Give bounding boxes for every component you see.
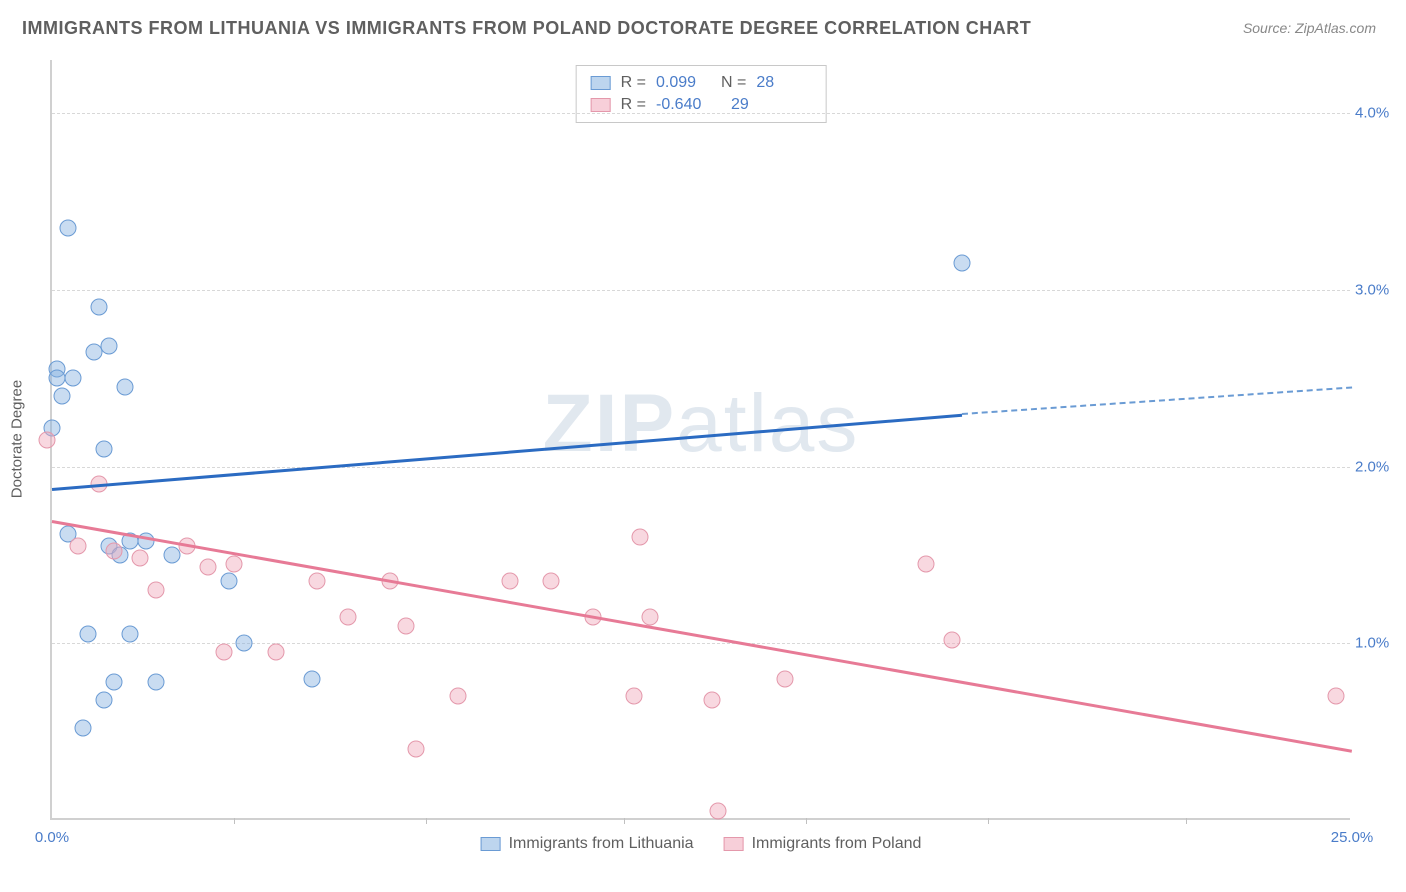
trend-line <box>52 413 962 490</box>
data-point <box>642 608 659 625</box>
data-point <box>38 432 55 449</box>
n-value-blue: 28 <box>756 74 811 92</box>
data-point <box>59 219 76 236</box>
legend-label: Immigrants from Lithuania <box>509 835 694 853</box>
data-point <box>96 691 113 708</box>
x-tick-mark <box>426 818 427 824</box>
chart-title: IMMIGRANTS FROM LITHUANIA VS IMMIGRANTS … <box>22 18 1031 39</box>
data-point <box>408 741 425 758</box>
data-point <box>543 573 560 590</box>
data-point <box>148 674 165 691</box>
watermark-bold: ZIP <box>543 378 677 469</box>
correlation-legend: R = 0.099 N = 28 R = -0.640 29 <box>576 65 827 123</box>
legend-item-poland: Immigrants from Poland <box>724 835 922 853</box>
data-point <box>304 670 321 687</box>
data-point <box>309 573 326 590</box>
swatch-pink-icon <box>724 837 744 851</box>
x-tick-label: 0.0% <box>35 829 69 846</box>
series-legend: Immigrants from Lithuania Immigrants fro… <box>481 835 922 853</box>
swatch-pink-icon <box>591 98 611 112</box>
y-tick-label: 2.0% <box>1355 458 1405 475</box>
n-label: N = <box>721 74 746 92</box>
data-point <box>148 582 165 599</box>
data-point <box>226 555 243 572</box>
data-point <box>85 343 102 360</box>
chart-container: IMMIGRANTS FROM LITHUANIA VS IMMIGRANTS … <box>0 0 1406 892</box>
data-point <box>501 573 518 590</box>
swatch-blue-icon <box>591 76 611 90</box>
data-point <box>54 387 71 404</box>
data-point <box>777 670 794 687</box>
x-tick-mark <box>1186 818 1187 824</box>
data-point <box>397 617 414 634</box>
legend-item-lithuania: Immigrants from Lithuania <box>481 835 694 853</box>
data-point <box>215 644 232 661</box>
data-point <box>340 608 357 625</box>
swatch-blue-icon <box>481 837 501 851</box>
x-tick-mark <box>806 818 807 824</box>
legend-label: Immigrants from Poland <box>752 835 922 853</box>
y-tick-label: 4.0% <box>1355 105 1405 122</box>
data-point <box>163 546 180 563</box>
data-point <box>709 803 726 820</box>
r-value-blue: 0.099 <box>656 74 711 92</box>
y-axis-label: Doctorate Degree <box>9 380 26 498</box>
x-tick-label: 25.0% <box>1331 829 1374 846</box>
data-point <box>220 573 237 590</box>
data-point <box>954 255 971 272</box>
data-point <box>116 378 133 395</box>
r-label: R = <box>621 96 646 114</box>
data-point <box>75 720 92 737</box>
n-value-pink: 29 <box>731 96 786 114</box>
data-point <box>101 338 118 355</box>
data-point <box>70 538 87 555</box>
data-point <box>90 299 107 316</box>
data-point <box>64 370 81 387</box>
gridline <box>52 467 1350 468</box>
gridline <box>52 113 1350 114</box>
data-point <box>1328 688 1345 705</box>
watermark: ZIPatlas <box>543 377 860 471</box>
data-point <box>49 370 66 387</box>
gridline <box>52 290 1350 291</box>
data-point <box>236 635 253 652</box>
data-point <box>267 644 284 661</box>
data-point <box>122 626 139 643</box>
data-point <box>96 440 113 457</box>
legend-row-blue: R = 0.099 N = 28 <box>591 72 812 94</box>
x-tick-mark <box>988 818 989 824</box>
data-point <box>132 550 149 567</box>
x-tick-mark <box>624 818 625 824</box>
x-tick-mark <box>234 818 235 824</box>
data-point <box>626 688 643 705</box>
source-attribution: Source: ZipAtlas.com <box>1243 20 1376 36</box>
r-label: R = <box>621 74 646 92</box>
data-point <box>631 529 648 546</box>
data-point <box>106 674 123 691</box>
y-tick-label: 3.0% <box>1355 281 1405 298</box>
data-point <box>106 543 123 560</box>
data-point <box>200 559 217 576</box>
data-point <box>449 688 466 705</box>
data-point <box>80 626 97 643</box>
plot-area: Doctorate Degree ZIPatlas R = 0.099 N = … <box>50 60 1350 820</box>
data-point <box>943 631 960 648</box>
r-value-pink: -0.640 <box>656 96 711 114</box>
data-point <box>917 555 934 572</box>
data-point <box>704 691 721 708</box>
y-tick-label: 1.0% <box>1355 635 1405 652</box>
trend-line <box>962 387 1352 416</box>
